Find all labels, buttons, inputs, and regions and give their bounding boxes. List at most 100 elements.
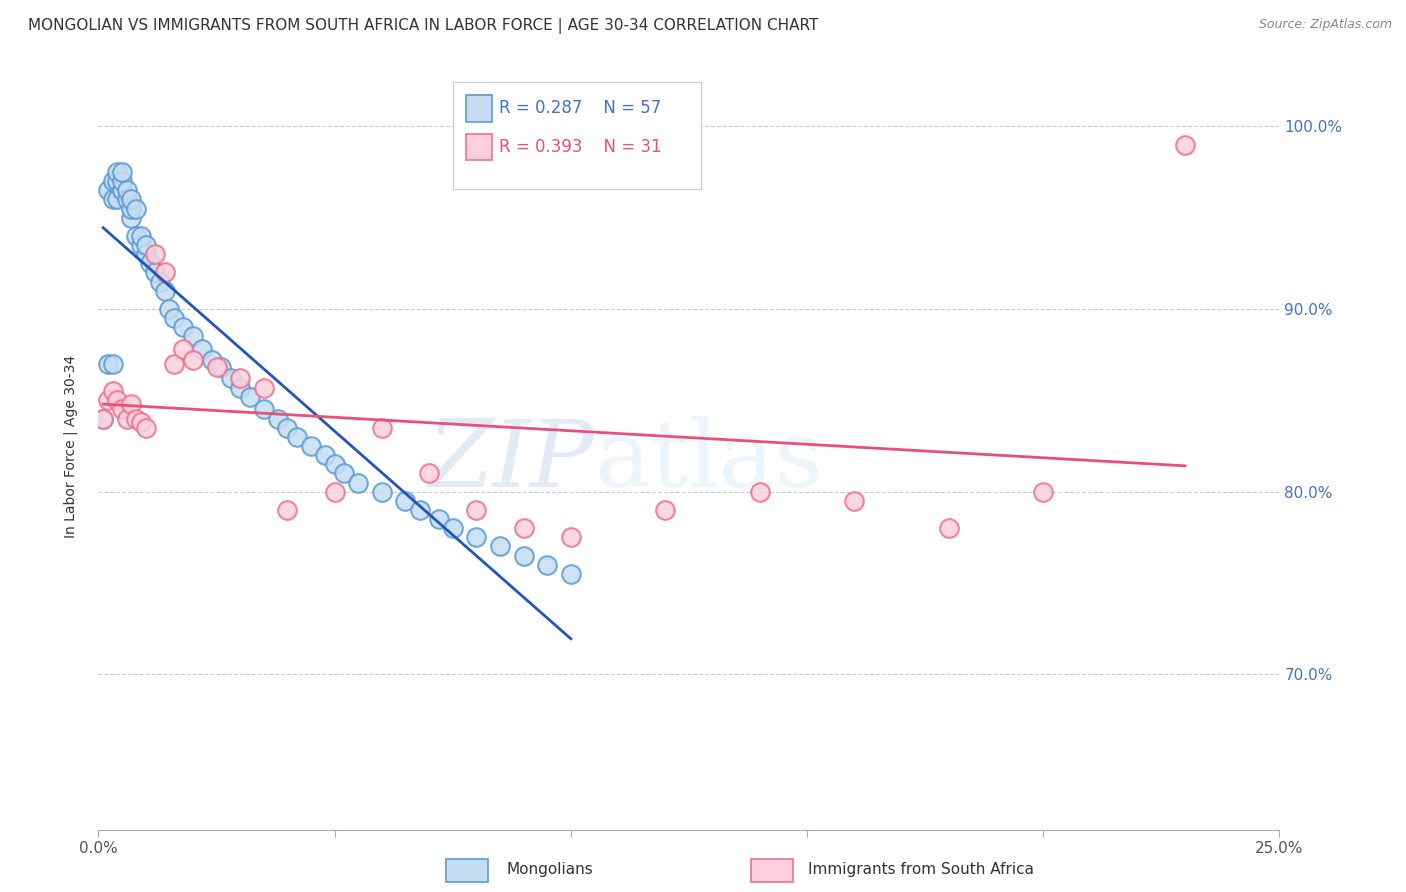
Point [97, 357, 120, 371]
Point [465, 530, 488, 544]
Point [536, 558, 558, 572]
Text: Immigrants from South Africa: Immigrants from South Africa [808, 863, 1035, 877]
FancyBboxPatch shape [465, 134, 492, 160]
Point [560, 530, 582, 544]
Text: Source: ZipAtlas.com: Source: ZipAtlas.com [1258, 18, 1392, 31]
Point [149, 275, 172, 289]
Point [115, 193, 138, 207]
Point [276, 421, 298, 435]
Point [229, 371, 252, 385]
Point [408, 503, 430, 517]
Point [219, 371, 242, 385]
Text: ZIP: ZIP [427, 417, 595, 507]
Point [115, 411, 138, 425]
Point [229, 380, 252, 394]
Point [314, 448, 336, 462]
Point [91, 411, 114, 425]
Point [101, 174, 124, 188]
FancyBboxPatch shape [465, 95, 492, 121]
Point [105, 174, 128, 188]
Point [153, 284, 176, 298]
Point [125, 202, 148, 216]
FancyBboxPatch shape [453, 81, 700, 189]
Point [253, 380, 276, 394]
Point [938, 521, 960, 535]
Point [1032, 484, 1054, 499]
Point [111, 402, 134, 417]
Point [101, 384, 124, 399]
Text: atlas: atlas [595, 417, 824, 507]
Point [205, 360, 228, 375]
Point [111, 183, 134, 197]
Point [125, 229, 148, 244]
Point [129, 238, 152, 252]
Point [253, 402, 276, 417]
Point [105, 393, 128, 408]
Text: R = 0.393    N = 31: R = 0.393 N = 31 [499, 138, 661, 156]
Point [276, 503, 298, 517]
Point [560, 566, 582, 581]
Point [129, 229, 152, 244]
Point [209, 360, 232, 375]
Point [512, 521, 534, 535]
Point [418, 467, 440, 481]
Point [267, 411, 290, 425]
Point [181, 329, 204, 343]
Point [201, 353, 224, 368]
Point [323, 457, 346, 471]
Point [115, 183, 138, 197]
Text: MONGOLIAN VS IMMIGRANTS FROM SOUTH AFRICA IN LABOR FORCE | AGE 30-34 CORRELATION: MONGOLIAN VS IMMIGRANTS FROM SOUTH AFRIC… [28, 18, 818, 34]
Point [172, 342, 194, 356]
Point [465, 503, 488, 517]
Point [333, 467, 356, 481]
Point [135, 238, 157, 252]
Point [125, 411, 148, 425]
Point [105, 165, 128, 179]
Point [143, 265, 166, 279]
Point [105, 193, 128, 207]
Point [101, 357, 124, 371]
Point [394, 493, 416, 508]
Point [371, 484, 394, 499]
Point [135, 421, 157, 435]
Point [285, 430, 308, 444]
Point [139, 256, 162, 270]
Point [323, 484, 346, 499]
Y-axis label: In Labor Force | Age 30-34: In Labor Force | Age 30-34 [63, 354, 77, 538]
Point [153, 265, 176, 279]
Text: Mongolians: Mongolians [506, 863, 593, 877]
Point [121, 211, 143, 225]
Point [299, 439, 322, 453]
Point [111, 183, 134, 197]
Point [121, 202, 143, 216]
Point [121, 193, 143, 207]
Text: R = 0.287    N = 57: R = 0.287 N = 57 [499, 100, 661, 118]
Point [489, 540, 512, 554]
Point [135, 247, 157, 261]
Point [91, 411, 114, 425]
Point [441, 521, 464, 535]
Point [654, 503, 676, 517]
Point [748, 484, 770, 499]
Point [97, 183, 120, 197]
Point [239, 390, 262, 404]
Point [1174, 137, 1197, 152]
Point [121, 397, 143, 411]
Point [427, 512, 450, 526]
Point [191, 342, 214, 356]
Point [172, 320, 194, 334]
Point [143, 247, 166, 261]
Point [111, 165, 134, 179]
Point [844, 493, 866, 508]
Point [111, 174, 134, 188]
Point [181, 353, 204, 368]
Point [512, 549, 534, 563]
Point [97, 393, 120, 408]
Point [371, 421, 394, 435]
Point [163, 357, 186, 371]
Point [157, 301, 180, 316]
Point [347, 475, 370, 490]
Point [129, 415, 152, 429]
Point [101, 193, 124, 207]
Point [163, 311, 186, 326]
